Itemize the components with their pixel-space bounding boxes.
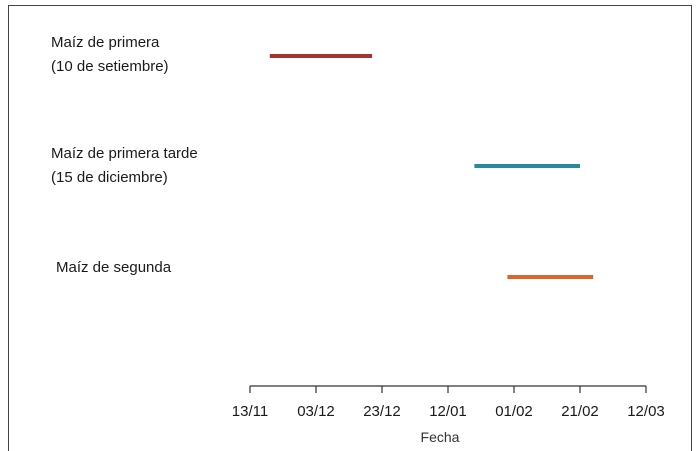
row-label: Maíz de segunda (56, 259, 172, 276)
row-label: Maíz de primera tarde (51, 145, 198, 162)
row-label: (15 de diciembre) (51, 169, 168, 186)
chart-frame (8, 5, 692, 451)
x-tick-label: 23/12 (363, 403, 401, 420)
x-tick-label: 12/01 (429, 403, 467, 420)
x-tick-label: 03/12 (297, 403, 335, 420)
row-label: (10 de setiembre) (51, 58, 169, 75)
x-axis-label: Fecha (421, 429, 460, 445)
x-tick-label: 13/11 (232, 403, 268, 420)
x-tick-label: 01/02 (495, 403, 533, 420)
row-label: Maíz de primera (51, 34, 160, 51)
x-tick-label: 21/02 (561, 403, 599, 420)
x-tick-label: 12/03 (627, 403, 665, 420)
